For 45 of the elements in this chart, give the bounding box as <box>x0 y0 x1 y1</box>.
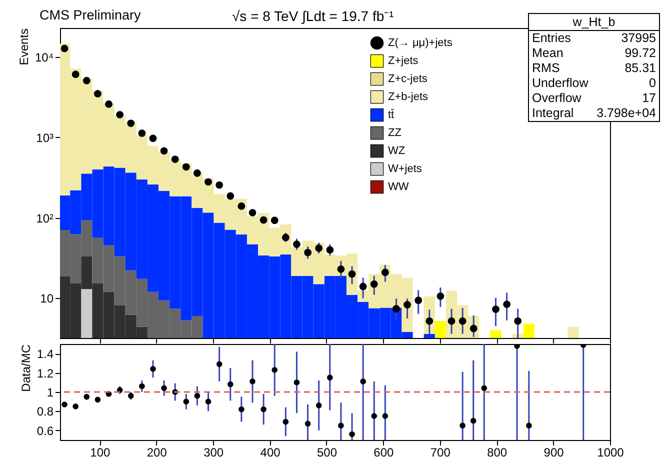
x-tick-label: 500 <box>316 446 338 460</box>
annotation: Mean <box>532 46 564 61</box>
y-tick-label: 0.8 <box>36 404 54 419</box>
annotation: Overflow <box>532 91 582 106</box>
x-tick-label: 800 <box>487 446 508 460</box>
annotation: RMS <box>532 61 560 76</box>
x-tick-label: 400 <box>260 446 281 460</box>
x-tick-label: 900 <box>544 446 564 460</box>
annotation: 3.798e+04 <box>596 106 656 121</box>
legend-label: ZZ <box>388 127 402 139</box>
y-tick-label: 1.2 <box>36 366 54 380</box>
y-tick-label: 1.4 <box>36 347 54 362</box>
legend-label: Z+c-jets <box>388 73 428 85</box>
legend-label: WZ <box>388 145 406 157</box>
y-tick-label: 10⁴ <box>34 50 54 65</box>
annotation: Entries <box>532 31 571 46</box>
annotation: w_Ht_b <box>529 14 659 31</box>
x-tick-label: 200 <box>146 446 168 460</box>
annotation: Underflow <box>532 76 588 91</box>
legend-label: W+jets <box>388 163 422 175</box>
legend-label: WW <box>388 181 410 193</box>
legend-label: Z+jets <box>388 55 419 67</box>
y-tick-label: 10 <box>40 292 54 306</box>
y-tick-label: 1 <box>46 386 54 400</box>
x-tick-label: 700 <box>430 446 451 460</box>
text: 0 <box>649 76 656 91</box>
legend-label: Z+b-jets <box>388 91 429 103</box>
x-tick-label: 600 <box>374 446 394 460</box>
y-tick-label: 10³ <box>36 130 54 145</box>
y-axis-title: Events <box>16 28 31 66</box>
annotation: Integral <box>532 106 574 121</box>
y-tick-label: 10² <box>36 211 54 226</box>
legend-label: tt̄ <box>388 108 394 121</box>
text: 85.31 <box>624 61 656 76</box>
text: 99.72 <box>624 46 656 61</box>
x-tick-label: 1000 <box>597 446 624 460</box>
y-axis-title: Data/MC <box>18 344 33 392</box>
y-tick-label: 0.6 <box>36 424 54 438</box>
x-tick-label: 300 <box>204 446 224 460</box>
legend-label: Z(→ μμ)+jets <box>388 37 453 49</box>
text: 37995 <box>621 31 656 46</box>
text: √s = 8 TeV ∫Ldt = 19.7 fb⁻¹ <box>232 7 394 25</box>
text: 17 <box>642 91 656 106</box>
chart-title: CMS Preliminary <box>39 8 142 22</box>
x-tick-label: 100 <box>90 446 111 460</box>
